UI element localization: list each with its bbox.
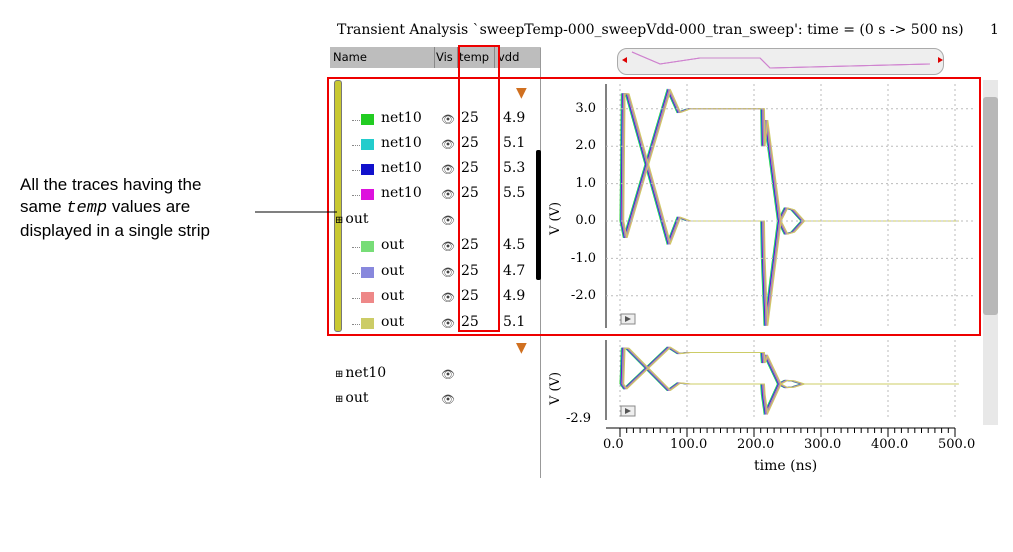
- signal-row[interactable]: net10 👁 25 5.1: [352, 135, 552, 155]
- visibility-eye-icon[interactable]: 👁: [441, 138, 455, 151]
- plot1-ytick: -2.0: [570, 288, 596, 303]
- plot2-trace: [622, 346, 958, 390]
- signal-row[interactable]: ⊞ out 👁: [335, 390, 455, 406]
- plot1-ylabel: V (V): [548, 201, 563, 235]
- plot1-ytick: 1.0: [575, 175, 596, 191]
- play-icon-glyph: [625, 316, 631, 322]
- plot2-trace: [622, 346, 959, 390]
- plot1-trace: [622, 88, 958, 238]
- plot1-ytick: -1.0: [570, 250, 596, 266]
- signal-table-header: Name Vis temp vdd: [330, 47, 541, 68]
- temp-column-highlight: [458, 45, 500, 332]
- color-swatch: [361, 241, 374, 252]
- visibility-eye-icon[interactable]: 👁: [441, 163, 455, 176]
- column-name[interactable]: Name: [333, 50, 367, 64]
- color-swatch: [361, 267, 374, 278]
- visibility-eye-icon[interactable]: 👁: [441, 214, 455, 227]
- signal-row[interactable]: out 👁 25 4.7: [352, 263, 552, 283]
- color-swatch: [361, 189, 374, 200]
- plot1-trace: [620, 88, 957, 238]
- visibility-eye-icon[interactable]: 👁: [441, 291, 455, 304]
- visibility-eye-icon[interactable]: 👁: [441, 113, 455, 126]
- xaxis-tick: 300.0: [804, 437, 842, 452]
- visibility-eye-icon[interactable]: 👁: [441, 188, 455, 201]
- xaxis-tick: 400.0: [871, 437, 909, 452]
- strip-highlight: [327, 77, 981, 336]
- column-vdd[interactable]: vdd: [498, 50, 520, 64]
- plot1-trace: [620, 93, 956, 326]
- plot1-trace: [619, 88, 955, 238]
- plot1-trace: [620, 88, 956, 238]
- plot1-ytick: 2.0: [575, 138, 596, 154]
- signal-row[interactable]: net10 👁 25 4.9: [352, 110, 552, 130]
- plot2-trace: [623, 346, 959, 390]
- plot1-ytick: 0.0: [575, 213, 596, 229]
- column-temp[interactable]: temp: [459, 50, 490, 64]
- signal-row[interactable]: out 👁 25 5.1: [352, 314, 552, 334]
- scrollbar-thumb[interactable]: [983, 97, 998, 315]
- visibility-eye-icon[interactable]: 👁: [441, 266, 455, 279]
- signal-row[interactable]: net10 👁 25 5.5: [352, 185, 552, 205]
- window-title: Transient Analysis `sweepTemp-000_sweepV…: [337, 22, 964, 38]
- filter-icon[interactable]: ▼: [516, 85, 527, 101]
- color-swatch: [361, 292, 374, 303]
- color-swatch: [361, 139, 374, 150]
- plot1-trace: [621, 88, 958, 238]
- xaxis-tick: 500.0: [938, 437, 976, 452]
- strip-handle[interactable]: [334, 80, 342, 332]
- signal-row[interactable]: out 👁 25 4.5: [352, 237, 552, 257]
- plot1-trace: [621, 88, 957, 238]
- plot2-trace: [623, 347, 959, 416]
- overview-slider[interactable]: [617, 48, 944, 75]
- plot2-ylabel: V (V): [548, 371, 563, 405]
- visibility-eye-icon[interactable]: 👁: [441, 393, 455, 406]
- slider-right-arrow: [938, 57, 943, 63]
- plot2-trace: [620, 346, 956, 390]
- signal-row[interactable]: out 👁 25 4.9: [352, 288, 552, 308]
- slider-left-arrow: [622, 57, 627, 63]
- color-swatch: [361, 318, 374, 329]
- annotation-text: All the traces having the same temp valu…: [20, 175, 210, 240]
- xaxis-tick: 200.0: [737, 437, 775, 452]
- xaxis-tick: 100.0: [670, 437, 708, 452]
- signal-row[interactable]: ⊞ net10 👁: [335, 365, 455, 381]
- color-swatch: [361, 114, 374, 125]
- signal-row[interactable]: ⊞ out 👁: [335, 211, 455, 227]
- plot1-trace: [623, 88, 959, 238]
- filter-icon[interactable]: ▼: [516, 340, 527, 356]
- xaxis-tick: 0.0: [603, 437, 624, 452]
- visibility-eye-icon[interactable]: 👁: [441, 368, 455, 381]
- color-swatch: [361, 164, 374, 175]
- column-vis[interactable]: Vis: [436, 50, 453, 64]
- plot1-trace: [623, 93, 959, 326]
- strip-scrollbar[interactable]: [536, 150, 541, 280]
- plot2-trace: [621, 346, 958, 390]
- xaxis-label: time (ns): [754, 458, 818, 474]
- play-icon-glyph: [625, 408, 631, 414]
- page-number: 1: [990, 22, 999, 38]
- plot2-trace: [619, 346, 955, 390]
- plot2-trace: [621, 346, 957, 390]
- plot1-trace: [620, 93, 957, 326]
- visibility-eye-icon[interactable]: 👁: [441, 240, 455, 253]
- visibility-eye-icon[interactable]: 👁: [441, 317, 455, 330]
- plot2-ytick: -2.9: [566, 411, 592, 426]
- plot1-trace: [622, 88, 959, 238]
- plot1-ytick: 3.0: [575, 101, 596, 116]
- signal-row[interactable]: net10 👁 25 5.3: [352, 160, 552, 180]
- plot2-trace: [620, 346, 957, 390]
- overview-trace: [631, 51, 931, 69]
